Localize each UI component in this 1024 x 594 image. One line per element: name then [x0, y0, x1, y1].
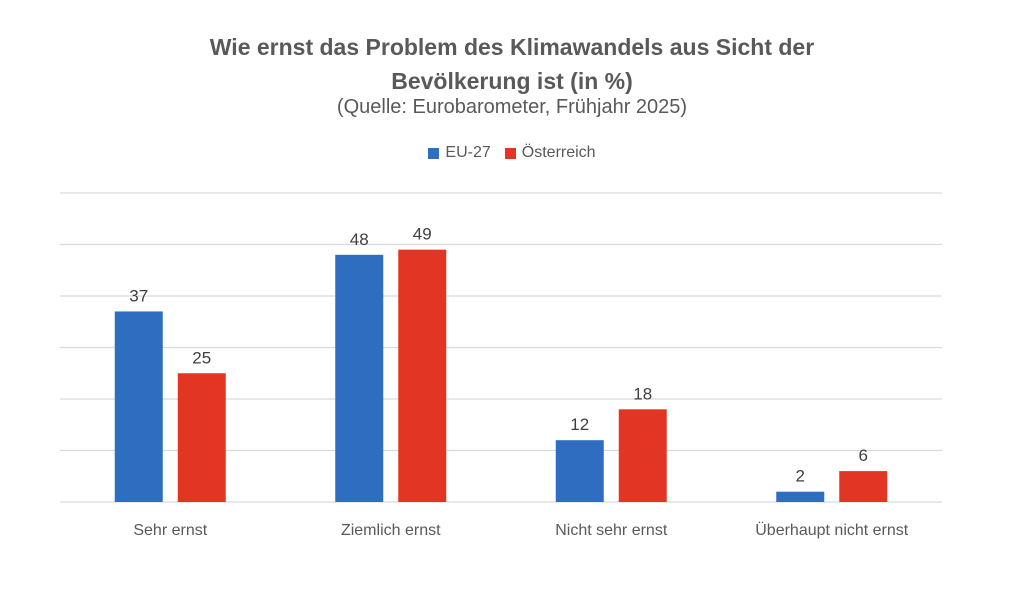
legend-swatch-eu27 — [428, 147, 440, 159]
legend: EU-27 Österreich — [0, 144, 1024, 162]
data-label-eu27: 37 — [129, 286, 148, 305]
bar-eu27 — [335, 254, 384, 502]
chart-subtitle: (Quelle: Eurobarometer, Frühjahr 2025) — [336, 96, 688, 118]
bar-oesterreich — [839, 471, 888, 502]
category-label: Nicht sehr ernst — [555, 522, 668, 539]
bar-eu27 — [555, 440, 604, 502]
legend-label-eu27: EU-27 — [445, 144, 491, 161]
legend-label-oesterreich: Österreich — [521, 144, 596, 161]
category-label: Überhaupt nicht ernst — [755, 521, 909, 539]
data-label-oesterreich: 18 — [633, 384, 652, 403]
legend-swatch-oesterreich — [504, 147, 516, 159]
data-label-oesterreich: 49 — [413, 225, 432, 244]
data-label-oesterreich: 25 — [192, 348, 211, 367]
data-label-eu27: 2 — [796, 467, 805, 486]
category-label: Sehr ernst — [133, 522, 207, 539]
legend-entry-eu27: EU-27 — [428, 144, 491, 162]
chart-title-line-1: Wie ernst das Problem des Klimawandels a… — [209, 34, 815, 60]
legend-entry-oesterreich: Österreich — [504, 144, 596, 162]
data-label-oesterreich: 6 — [859, 446, 868, 465]
chart-title-line-2: Bevölkerung ist (in %) — [391, 68, 633, 94]
bar-oesterreich — [618, 409, 667, 502]
data-label-eu27: 12 — [570, 415, 589, 434]
bar-oesterreich — [398, 249, 447, 502]
bar-eu27 — [114, 311, 163, 502]
category-label: Ziemlich ernst — [341, 522, 441, 539]
bar-oesterreich — [177, 373, 226, 502]
data-label-eu27: 48 — [350, 230, 369, 249]
chart-title: Wie ernst das Problem des Klimawandels a… — [112, 30, 912, 98]
bar-eu27 — [776, 491, 825, 502]
